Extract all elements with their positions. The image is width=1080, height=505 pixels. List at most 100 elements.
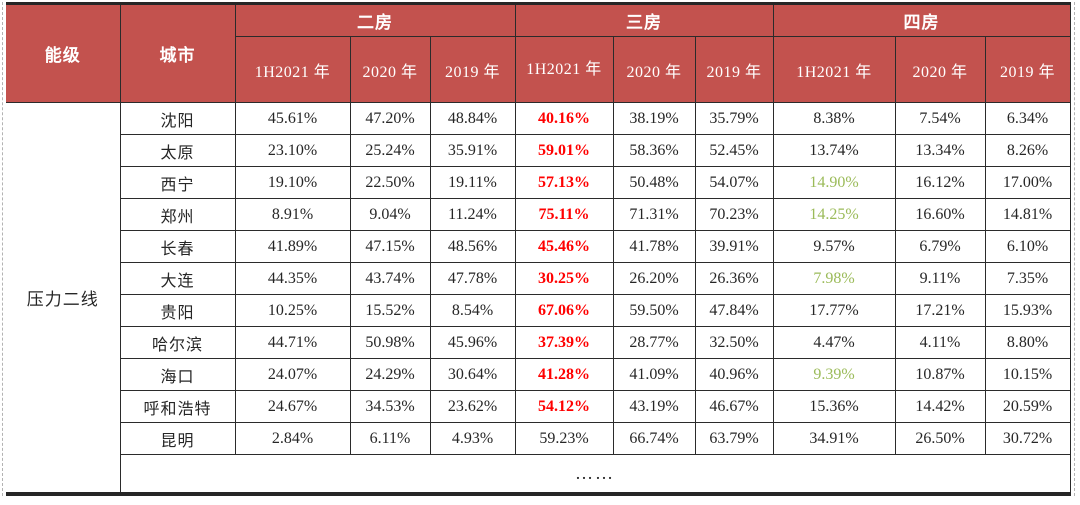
- table-body: 压力二线 沈阳 45.61% 47.20% 48.84% 40.16% 38.19% 35.7…: [6, 102, 1071, 494]
- value-cell: 66.74%: [612, 422, 696, 455]
- value-cell: 10.15%: [984, 358, 1071, 391]
- table-row: 呼和浩特 24.67% 34.53% 23.62% 54.12% 43.19% 46.67%…: [6, 390, 1071, 423]
- ellipsis-cell: ……: [120, 454, 1071, 494]
- value-cell: 10.87%: [894, 358, 986, 391]
- tier-label: 压力二线: [6, 102, 121, 494]
- value-cell: 35.79%: [694, 102, 774, 135]
- value-cell: 43.74%: [349, 262, 431, 295]
- value-cell: 70.23%: [694, 198, 774, 231]
- value-cell: 47.20%: [349, 102, 431, 135]
- value-cell: 30.72%: [984, 422, 1071, 455]
- value-cell: 30.64%: [429, 358, 516, 391]
- value-cell: 8.26%: [984, 134, 1071, 167]
- year-header: 2020 年: [894, 36, 986, 103]
- value-cell: 24.67%: [234, 390, 351, 423]
- value-cell: 19.11%: [429, 166, 516, 199]
- value-cell: 19.10%: [234, 166, 351, 199]
- value-cell: 17.77%: [772, 294, 896, 327]
- ellipsis-row: ……: [6, 454, 1071, 494]
- year-header: 1H2021 年: [235, 36, 351, 103]
- value-cell: 54.12%: [514, 390, 614, 423]
- year-header: 2020 年: [349, 36, 431, 103]
- value-cell: 39.91%: [694, 230, 774, 263]
- value-cell: 9.57%: [772, 230, 896, 263]
- value-cell: 8.80%: [984, 326, 1071, 359]
- value-cell: 58.36%: [612, 134, 696, 167]
- value-cell: 20.59%: [984, 390, 1071, 423]
- value-cell: 15.36%: [772, 390, 896, 423]
- value-cell: 43.19%: [612, 390, 696, 423]
- group-header-row: 能级 城市 二房 三房 四房: [6, 3, 1071, 103]
- value-cell: 75.11%: [514, 198, 614, 231]
- value-cell: 6.10%: [984, 230, 1071, 263]
- city-cell: 郑州: [120, 198, 236, 231]
- value-cell: 16.60%: [894, 198, 986, 231]
- value-cell: 14.42%: [894, 390, 986, 423]
- value-cell: 41.89%: [234, 230, 351, 263]
- value-cell: 15.52%: [349, 294, 431, 327]
- value-cell: 13.34%: [894, 134, 986, 167]
- value-cell: 16.12%: [894, 166, 986, 199]
- value-cell: 8.54%: [429, 294, 516, 327]
- table-row: 贵阳 10.25% 15.52% 8.54% 67.06% 59.50% 47.84% 17.…: [6, 294, 1071, 327]
- value-cell: 34.53%: [349, 390, 431, 423]
- value-cell: 24.07%: [234, 358, 351, 391]
- value-cell: 47.84%: [694, 294, 774, 327]
- value-cell: 67.06%: [514, 294, 614, 327]
- value-cell: 7.54%: [894, 102, 986, 135]
- value-cell: 24.29%: [349, 358, 431, 391]
- value-cell: 50.48%: [612, 166, 696, 199]
- value-cell: 4.93%: [429, 422, 516, 455]
- value-cell: 6.11%: [349, 422, 431, 455]
- value-cell: 34.91%: [772, 422, 896, 455]
- year-header: 1H2021 年: [514, 36, 614, 103]
- value-cell: 45.96%: [429, 326, 516, 359]
- value-cell: 71.31%: [612, 198, 696, 231]
- value-cell: 45.46%: [514, 230, 614, 263]
- city-cell: 大连: [120, 262, 236, 295]
- value-cell: 59.01%: [514, 134, 614, 167]
- table-row: 昆明 2.84% 6.11% 4.93% 59.23% 66.74% 63.79% 34.91…: [6, 422, 1071, 455]
- year-header: 2019 年: [694, 36, 774, 103]
- value-cell: 25.24%: [349, 134, 431, 167]
- value-cell: 17.21%: [894, 294, 986, 327]
- value-cell: 23.62%: [429, 390, 516, 423]
- value-cell: 44.35%: [234, 262, 351, 295]
- value-cell: 2.84%: [234, 422, 351, 455]
- table-row: 郑州 8.91% 9.04% 11.24% 75.11% 71.31% 70.23% 14.2…: [6, 198, 1071, 231]
- table-row: 压力二线 沈阳 45.61% 47.20% 48.84% 40.16% 38.19% 35.7…: [6, 102, 1071, 494]
- value-cell: 38.19%: [612, 102, 696, 135]
- value-cell: 28.77%: [612, 326, 696, 359]
- value-cell: 8.91%: [234, 198, 351, 231]
- value-cell: 4.11%: [894, 326, 986, 359]
- value-cell: 11.24%: [429, 198, 516, 231]
- group-header-four-room: 四房: [772, 3, 1071, 37]
- value-cell: 17.00%: [984, 166, 1071, 199]
- value-cell: 35.91%: [429, 134, 516, 167]
- value-cell: 48.56%: [429, 230, 516, 263]
- table-row: 海口 24.07% 24.29% 30.64% 41.28% 41.09% 40.96% 9.…: [6, 358, 1071, 391]
- value-cell: 54.07%: [694, 166, 774, 199]
- value-cell: 9.04%: [349, 198, 431, 231]
- value-cell: 40.96%: [694, 358, 774, 391]
- city-cell: 西宁: [120, 166, 236, 199]
- value-cell: 7.35%: [984, 262, 1071, 295]
- value-cell: 46.67%: [694, 390, 774, 423]
- city-cell: 贵阳: [120, 294, 236, 327]
- level-header: 能级: [6, 3, 121, 103]
- table-row: 长春 41.89% 47.15% 48.56% 45.46% 41.78% 39.91% 9.…: [6, 230, 1071, 263]
- value-cell: 57.13%: [514, 166, 614, 199]
- table-row: 西宁 19.10% 22.50% 19.11% 57.13% 50.48% 54.07% 14…: [6, 166, 1071, 199]
- city-cell: 沈阳: [119, 102, 236, 135]
- year-header: 1H2021 年: [772, 36, 896, 103]
- value-cell: 13.74%: [772, 134, 896, 167]
- city-cell: 呼和浩特: [120, 390, 236, 423]
- value-cell: 59.50%: [612, 294, 696, 327]
- value-cell: 37.39%: [514, 326, 614, 359]
- value-cell: 41.78%: [612, 230, 696, 263]
- value-cell: 41.28%: [514, 358, 614, 391]
- value-cell: 44.71%: [234, 326, 351, 359]
- city-cell: 长春: [120, 230, 236, 263]
- value-cell: 47.15%: [349, 230, 431, 263]
- year-header: 2020 年: [612, 36, 696, 103]
